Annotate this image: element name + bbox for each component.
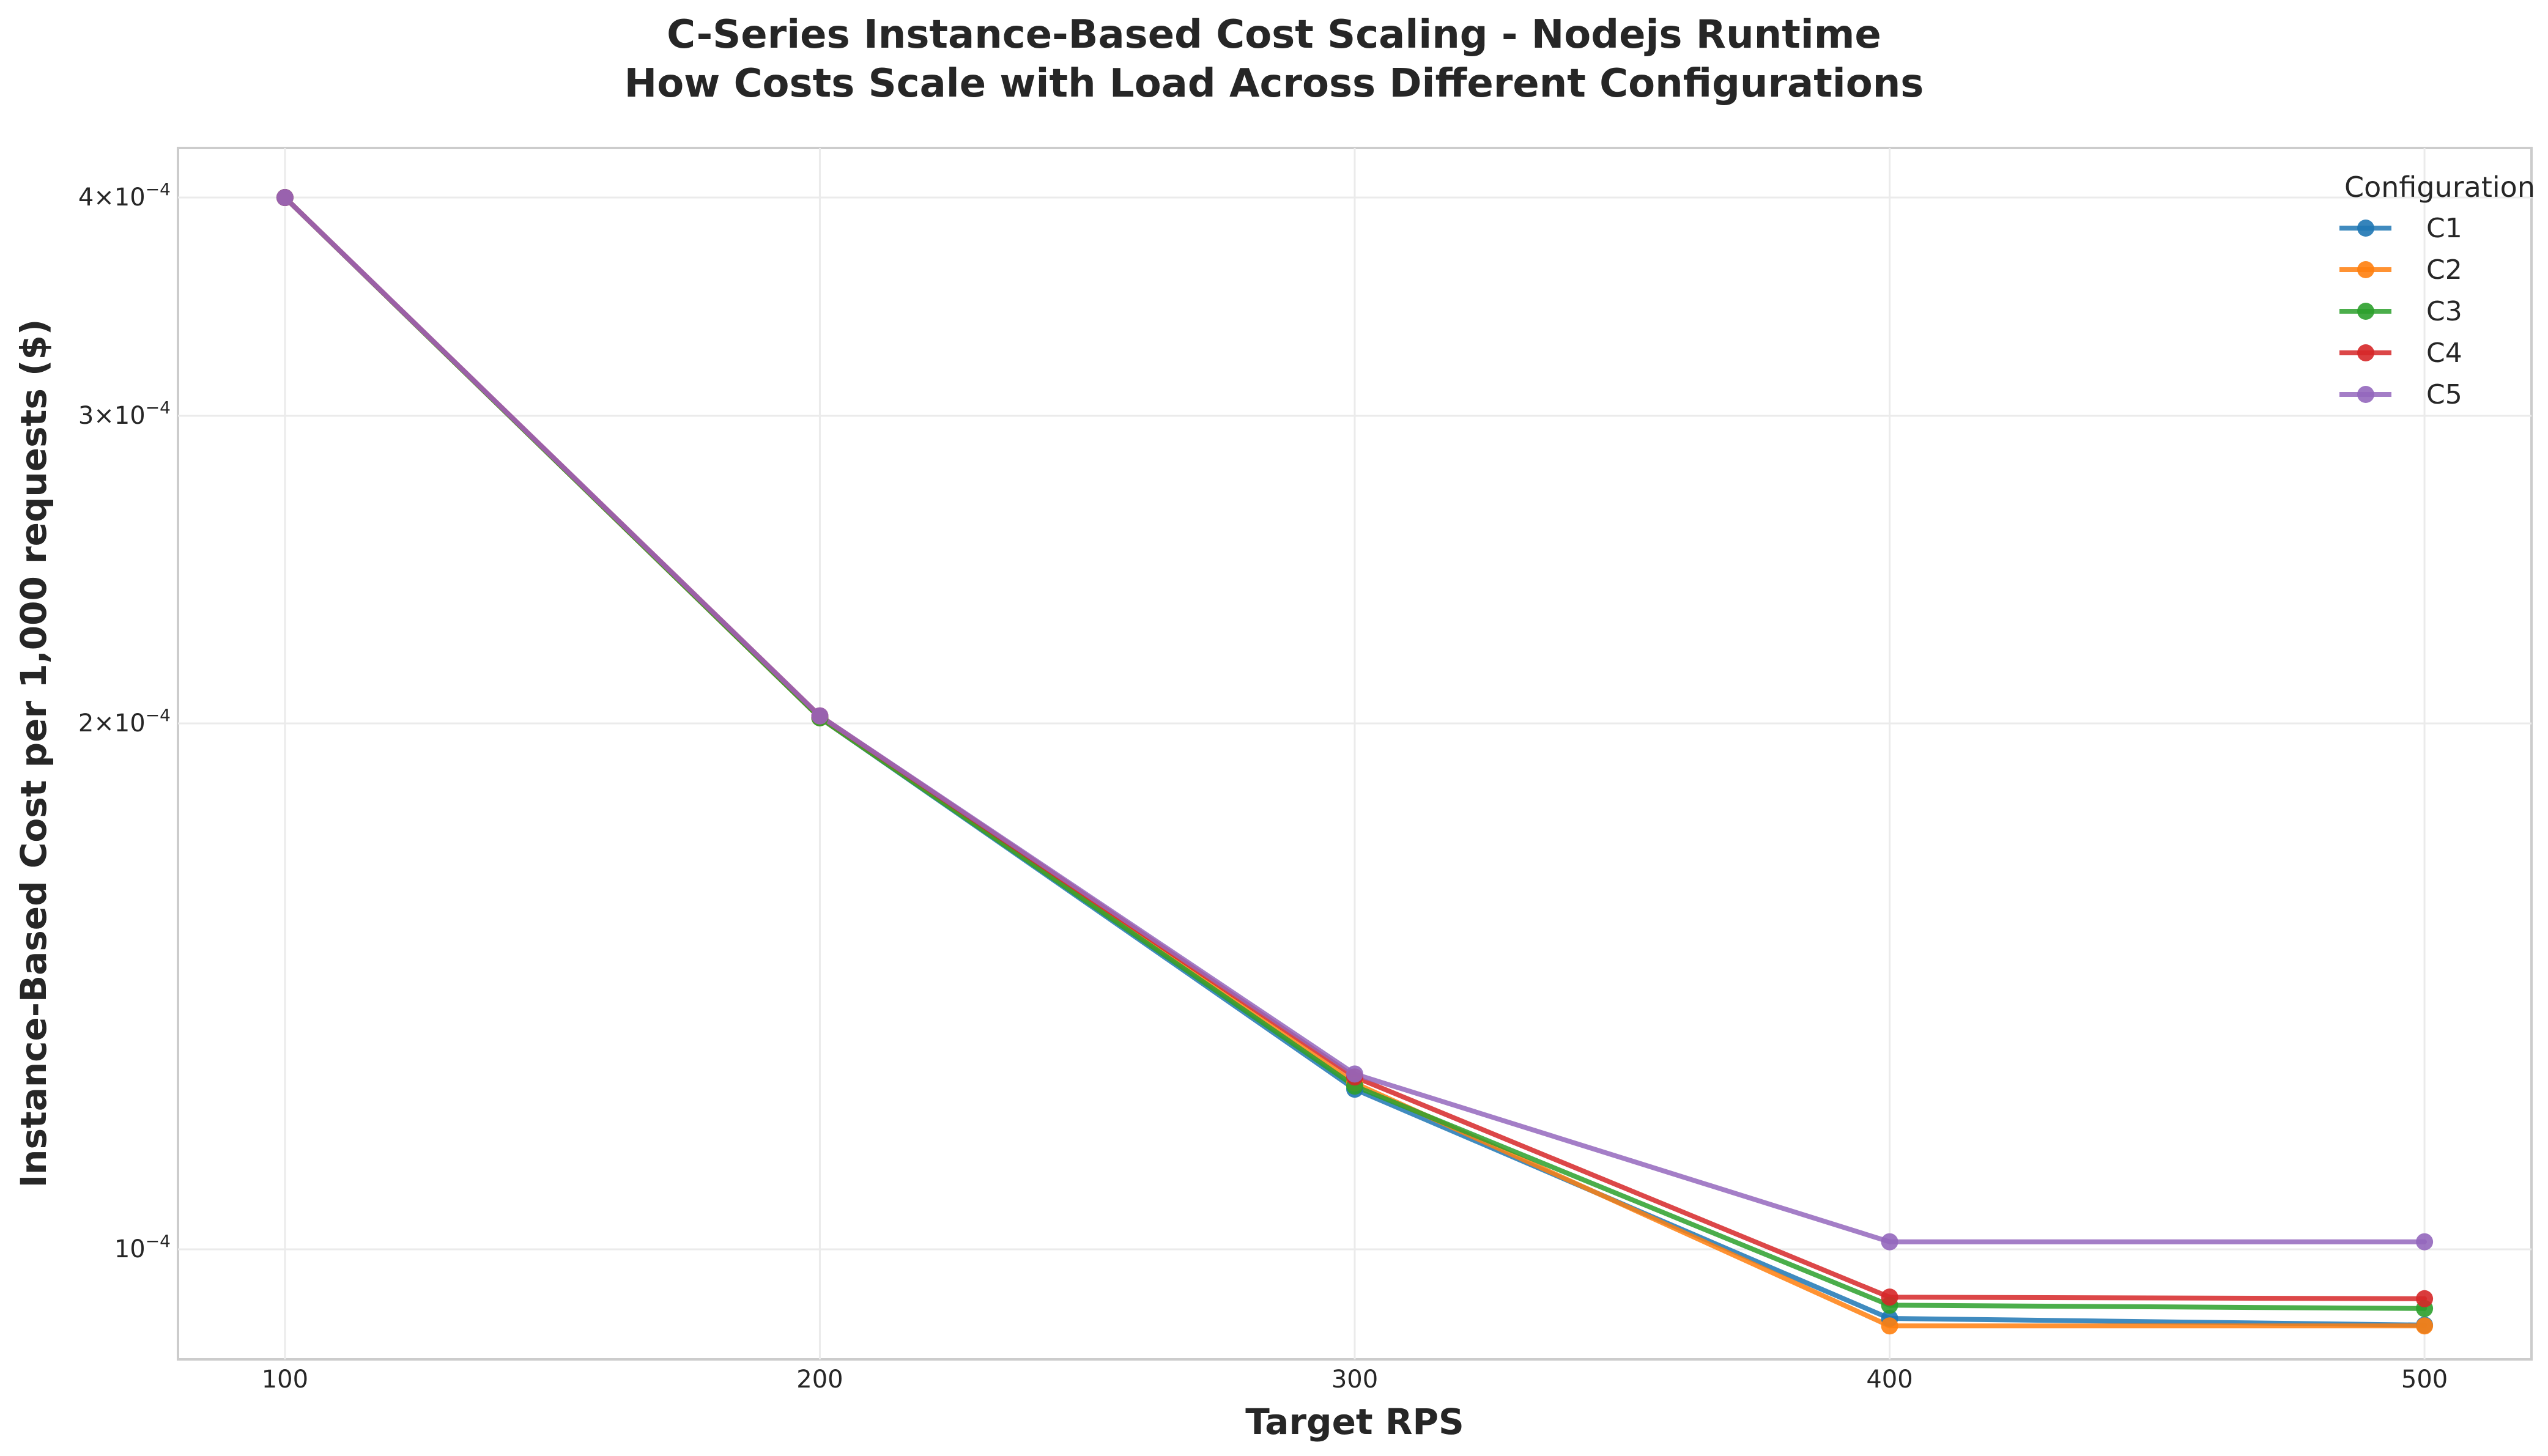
data-point-c5 (1881, 1233, 1898, 1251)
legend-label-c5: C5 (2426, 379, 2462, 410)
legend: Configuration C1 C2 C3 C4 C5 (2339, 171, 2535, 410)
legend-marker-c2 (2357, 261, 2374, 278)
x-tick-label: 200 (796, 1365, 843, 1394)
y-tick-label: 4×10−4 (78, 179, 171, 212)
y-tick-label: 2×10−4 (78, 705, 171, 737)
y-tick-label: 10−4 (114, 1231, 171, 1263)
legend-label-c1: C1 (2426, 213, 2462, 244)
data-point-c5 (1346, 1065, 1363, 1083)
data-point-c5 (2416, 1233, 2434, 1251)
y-axis-ticks: 4×10−4 3×10−4 2×10−4 10−4 (78, 179, 171, 1263)
x-tick-label: 400 (1866, 1365, 1913, 1394)
data-point-c2 (1881, 1317, 1898, 1335)
gridlines (178, 148, 2531, 1359)
legend-marker-c4 (2357, 344, 2374, 361)
chart-title-line-1: C-Series Instance-Based Cost Scaling - N… (667, 12, 1881, 57)
chart-title-line-2: How Costs Scale with Load Across Differe… (624, 61, 1924, 106)
legend-marker-c1 (2357, 220, 2374, 237)
y-axis-label: Instance-Based Cost per 1,000 requests (… (13, 319, 54, 1188)
x-tick-label: 100 (262, 1365, 308, 1394)
legend-marker-c3 (2357, 303, 2374, 320)
data-point-c5 (811, 707, 829, 725)
x-axis-label: Target RPS (1245, 1401, 1464, 1443)
x-axis-ticks: 100 200 300 400 500 (262, 1365, 2448, 1394)
x-tick-label: 500 (2401, 1365, 2448, 1394)
legend-title: Configuration (2344, 171, 2535, 204)
series-points (276, 189, 2434, 1335)
legend-label-c3: C3 (2426, 296, 2462, 327)
data-point-c5 (276, 189, 294, 207)
legend-label-c2: C2 (2426, 254, 2462, 286)
y-tick-label: 3×10−4 (78, 397, 171, 430)
x-tick-label: 300 (1331, 1365, 1378, 1394)
data-point-c4 (1881, 1288, 1898, 1306)
data-point-c4 (2416, 1290, 2434, 1307)
data-point-c2 (2416, 1317, 2434, 1335)
legend-marker-c5 (2357, 386, 2374, 403)
legend-label-c4: C4 (2426, 338, 2462, 369)
